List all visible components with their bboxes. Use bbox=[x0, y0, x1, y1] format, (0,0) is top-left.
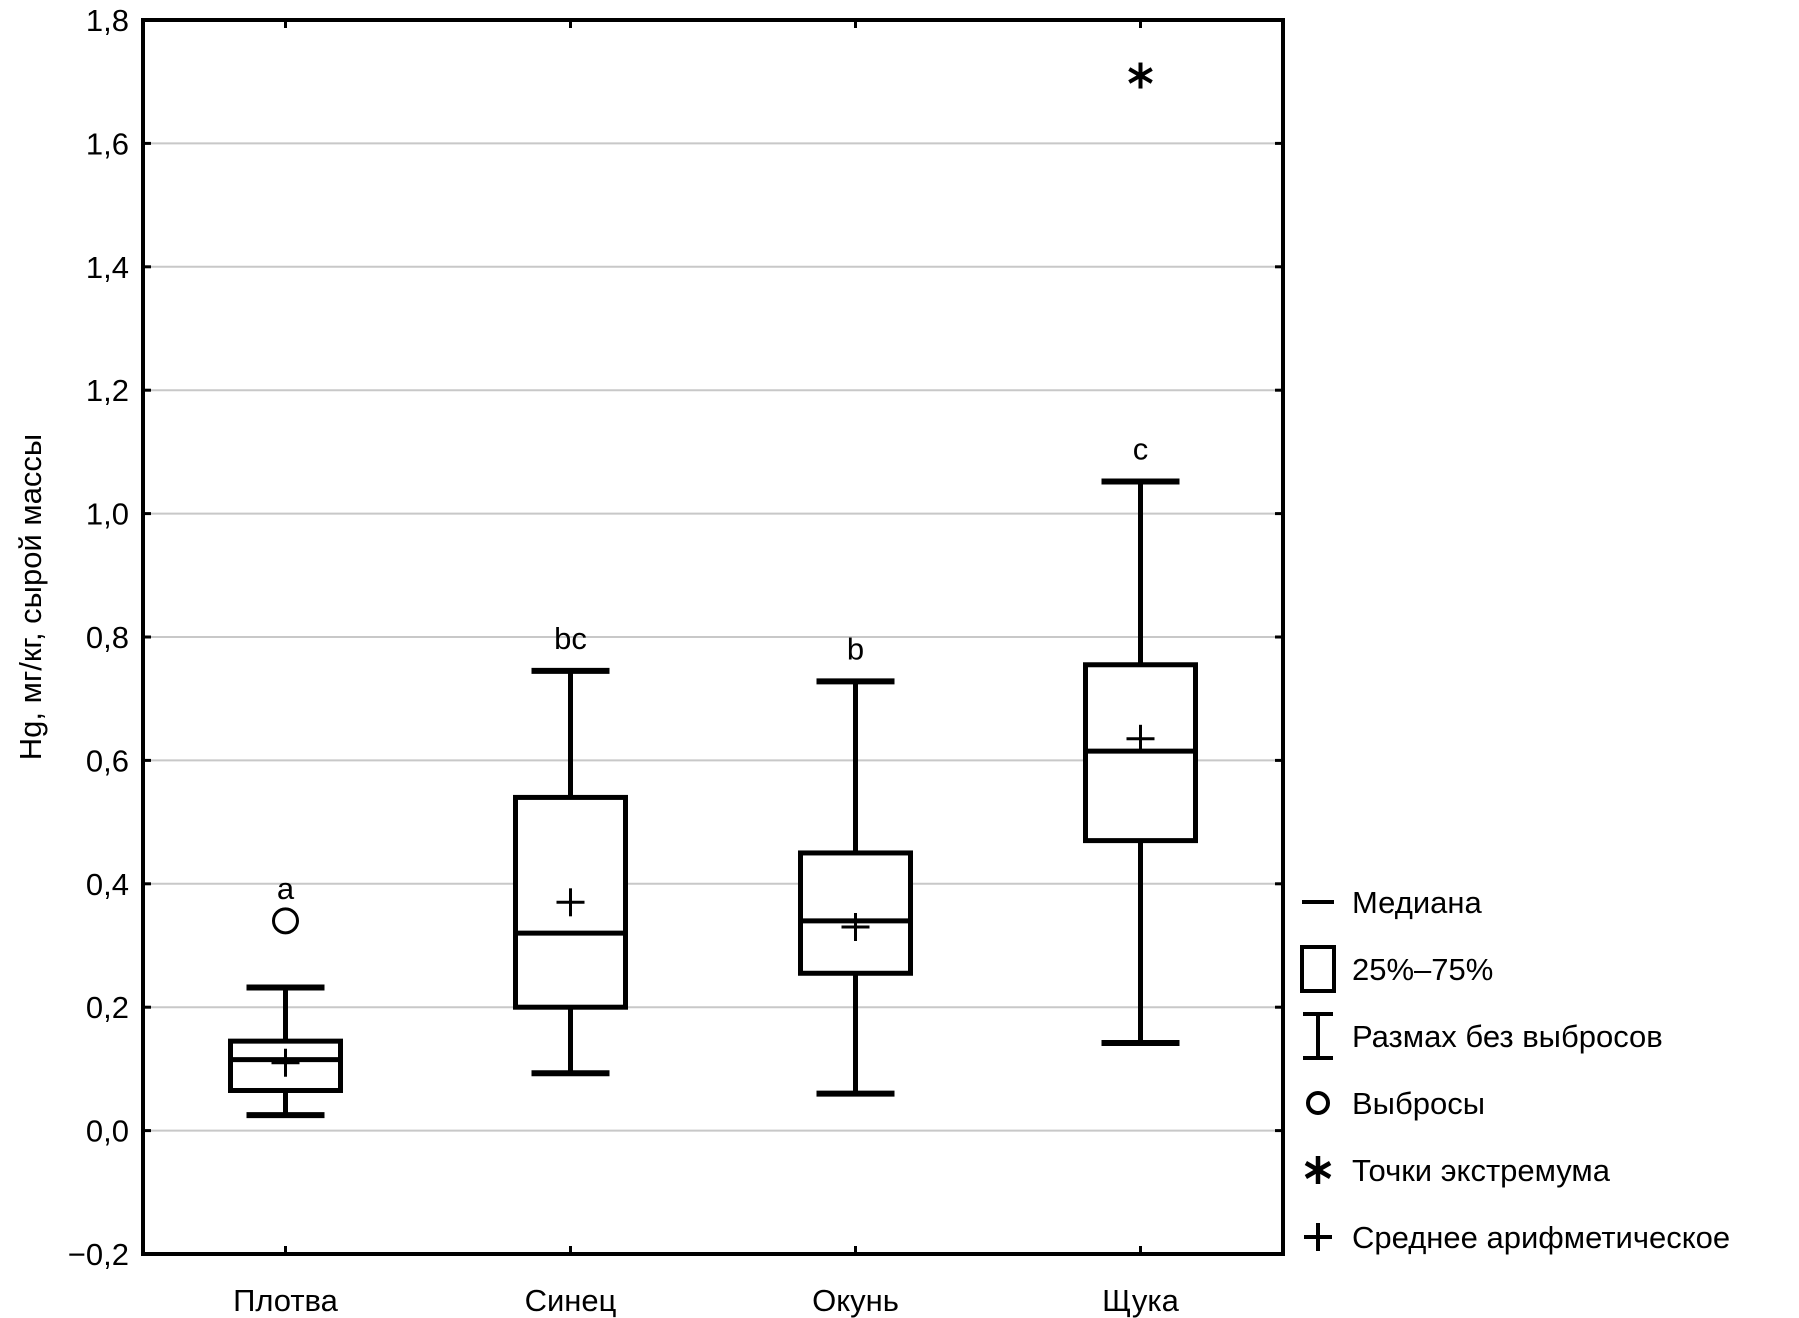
legend-label: Точки экстремума bbox=[1352, 1153, 1611, 1188]
y-tick-label: 0,6 bbox=[86, 743, 129, 778]
legend-extreme-icon bbox=[1304, 1156, 1332, 1184]
legend-item: Размах без выбросов bbox=[1303, 1012, 1663, 1060]
y-axis-label: Hg, мг/кг, сырой массы bbox=[13, 434, 48, 760]
legend-whisker-icon bbox=[1303, 1012, 1333, 1060]
y-tick-label: 1,0 bbox=[86, 497, 129, 532]
legend-item: Выбросы bbox=[1306, 1086, 1485, 1121]
y-tick-label: 1,2 bbox=[86, 373, 129, 408]
legend-item: Среднее арифметическое bbox=[1304, 1220, 1730, 1255]
y-tick-label: 0,2 bbox=[86, 990, 129, 1025]
extreme-marker bbox=[1128, 62, 1153, 89]
legend-item: Точки экстремума bbox=[1304, 1153, 1611, 1188]
asterisk-stroke bbox=[1128, 67, 1153, 84]
x-axis: Плотва Синец Окунь Щука bbox=[233, 20, 1180, 1318]
y-tick-label: −0,2 bbox=[68, 1237, 129, 1272]
legend-label: Медиана bbox=[1352, 885, 1482, 920]
y-tick-label: 0,0 bbox=[86, 1114, 129, 1149]
legend: Медиана 25%–75% Размах без выбросов Выбросы… bbox=[1300, 885, 1730, 1255]
box-2: bc bbox=[513, 621, 628, 1077]
legend-outlier-icon bbox=[1306, 1091, 1330, 1115]
y-axis: −0,2 0,0 0,2 0,4 0,6 0,8 1,0 1,2 1,4 1,6 1,8 bbox=[68, 3, 1283, 1272]
y-tick-label: 1,6 bbox=[86, 126, 129, 161]
outlier-marker bbox=[272, 907, 299, 935]
legend-label: Среднее арифметическое bbox=[1352, 1220, 1730, 1255]
y-tick-label: 1,4 bbox=[86, 250, 129, 285]
y-tick-label: 0,4 bbox=[86, 867, 129, 902]
legend-label: Выбросы bbox=[1352, 1086, 1485, 1121]
box-4: c bbox=[1083, 62, 1198, 1046]
boxes: abc bc bbox=[228, 62, 1198, 1119]
legend-label: Размах без выбросов bbox=[1352, 1019, 1663, 1054]
group-label: bc bbox=[554, 621, 587, 656]
group-label: b bbox=[847, 631, 864, 666]
legend-box-icon bbox=[1300, 945, 1336, 993]
legend-label: 25%–75% bbox=[1352, 952, 1493, 987]
gridlines bbox=[143, 142, 1283, 1132]
box-1: a bbox=[228, 871, 343, 1119]
y-tick-label: 1,8 bbox=[86, 3, 129, 38]
legend-mean-icon bbox=[1304, 1223, 1332, 1251]
legend-item: Медиана bbox=[1302, 885, 1482, 920]
legend-item: 25%–75% bbox=[1300, 945, 1493, 993]
x-category-label: Плотва bbox=[233, 1283, 339, 1318]
x-category-label: Щука bbox=[1102, 1283, 1179, 1318]
x-category-label: Синец bbox=[525, 1283, 617, 1318]
group-label: a bbox=[277, 871, 295, 906]
y-tick-label: 0,8 bbox=[86, 620, 129, 655]
asterisk-stroke bbox=[1304, 1161, 1332, 1179]
group-label: c bbox=[1133, 432, 1149, 467]
x-category-label: Окунь bbox=[812, 1283, 899, 1318]
box-3: b bbox=[798, 631, 913, 1097]
